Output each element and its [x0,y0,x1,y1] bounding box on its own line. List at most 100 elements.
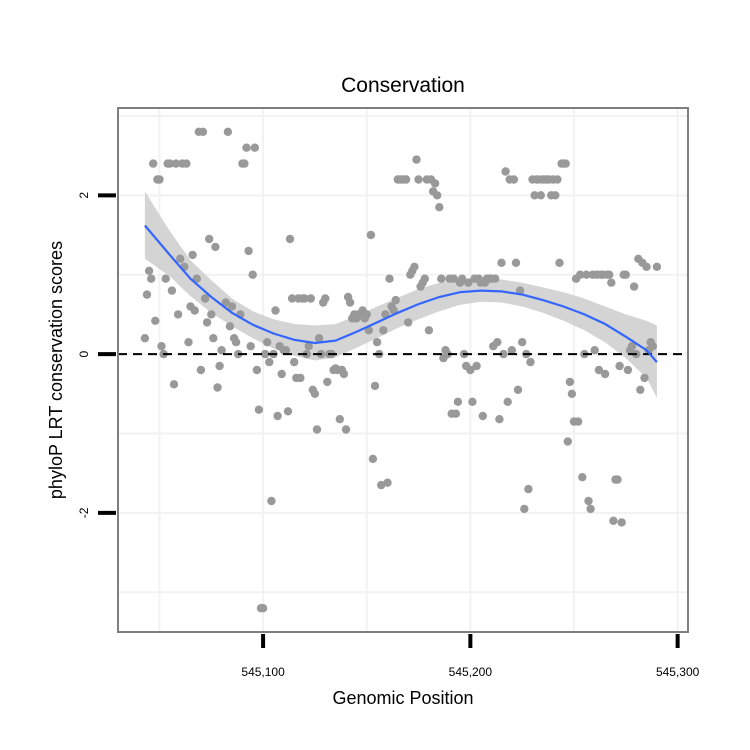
data-point [586,504,595,514]
data-point [149,159,158,168]
data-point [536,191,545,200]
data-point [573,417,583,426]
data-point [478,411,487,421]
data-point [339,369,349,379]
data-point [372,338,382,347]
data-point [464,278,473,287]
data-point [600,369,610,379]
data-point [449,274,458,283]
y-tick-label: -2 [77,507,91,518]
data-point [244,246,253,256]
data-point [362,310,371,319]
data-points [140,127,662,613]
data-point [368,454,378,464]
data-point [198,127,208,136]
data-point [582,270,591,279]
data-point [366,230,376,240]
data-point [202,318,212,327]
data-point [312,425,322,434]
data-point [173,310,183,319]
data-point [223,127,233,136]
data-point [530,191,539,200]
data-point [499,349,508,359]
data-point [383,478,392,487]
data-point [261,349,270,359]
data-point [147,274,156,283]
data-point [142,290,152,299]
x-axis-label: Genomic Position [332,688,473,708]
data-point [451,409,461,418]
data-point [271,306,280,315]
y-tick-label: 2 [77,192,91,199]
data-point [627,342,637,351]
data-point [277,369,286,379]
data-point [242,143,251,152]
x-axis: 545,100 545,200 545,300 [241,634,700,679]
data-point [227,302,237,311]
data-point [584,496,593,506]
data-point [648,342,657,351]
data-point [285,234,295,244]
data-point [182,159,191,168]
data-point [420,274,429,283]
data-point [211,242,220,252]
data-point [567,389,577,398]
x-tick-label: 545,200 [449,665,493,679]
data-point [621,270,630,279]
data-point [310,389,320,398]
data-point [609,516,618,525]
data-point [290,357,299,367]
data-point [412,155,421,164]
data-point [217,346,226,355]
confidence-band [144,191,657,398]
data-point [335,415,344,424]
data-point [246,342,255,351]
data-point [321,294,330,303]
data-point [590,346,599,355]
data-point [250,143,259,152]
data-point [617,518,626,527]
data-point [561,159,570,168]
data-point [209,334,218,343]
plot-frame [117,107,689,633]
data-point [155,175,164,184]
data-point [520,504,529,514]
data-point [161,274,170,283]
y-tick-label: 0 [77,350,91,357]
data-point [613,475,622,484]
y-axis-label: phyloP LRT conservation scores [46,241,66,499]
data-point [526,357,535,367]
data-point [391,295,400,305]
data-point [457,274,467,283]
data-point [652,262,662,271]
y-axis: -2 0 2 [77,192,116,518]
data-point [563,437,572,446]
data-point [513,385,523,394]
data-point [515,286,525,295]
data-point [443,349,452,359]
data-point [265,357,274,367]
data-point [401,175,411,184]
data-point [171,159,181,168]
data-point [287,294,297,303]
data-point [410,262,419,271]
x-tick-label: 545,300 [656,665,700,679]
data-point [493,338,502,347]
data-point [433,191,442,200]
data-point [190,306,199,315]
data-point [144,266,154,275]
data-point [640,373,649,383]
data-point [497,258,506,267]
data-point [503,397,512,406]
data-point [221,298,230,307]
data-point [205,234,214,244]
data-point [495,415,504,424]
smooth-trend-line [144,224,658,363]
data-point [507,346,516,355]
data-point [304,342,313,351]
data-point [501,167,510,176]
data-point [576,270,585,279]
data-point [578,473,587,482]
data-point [188,250,197,260]
